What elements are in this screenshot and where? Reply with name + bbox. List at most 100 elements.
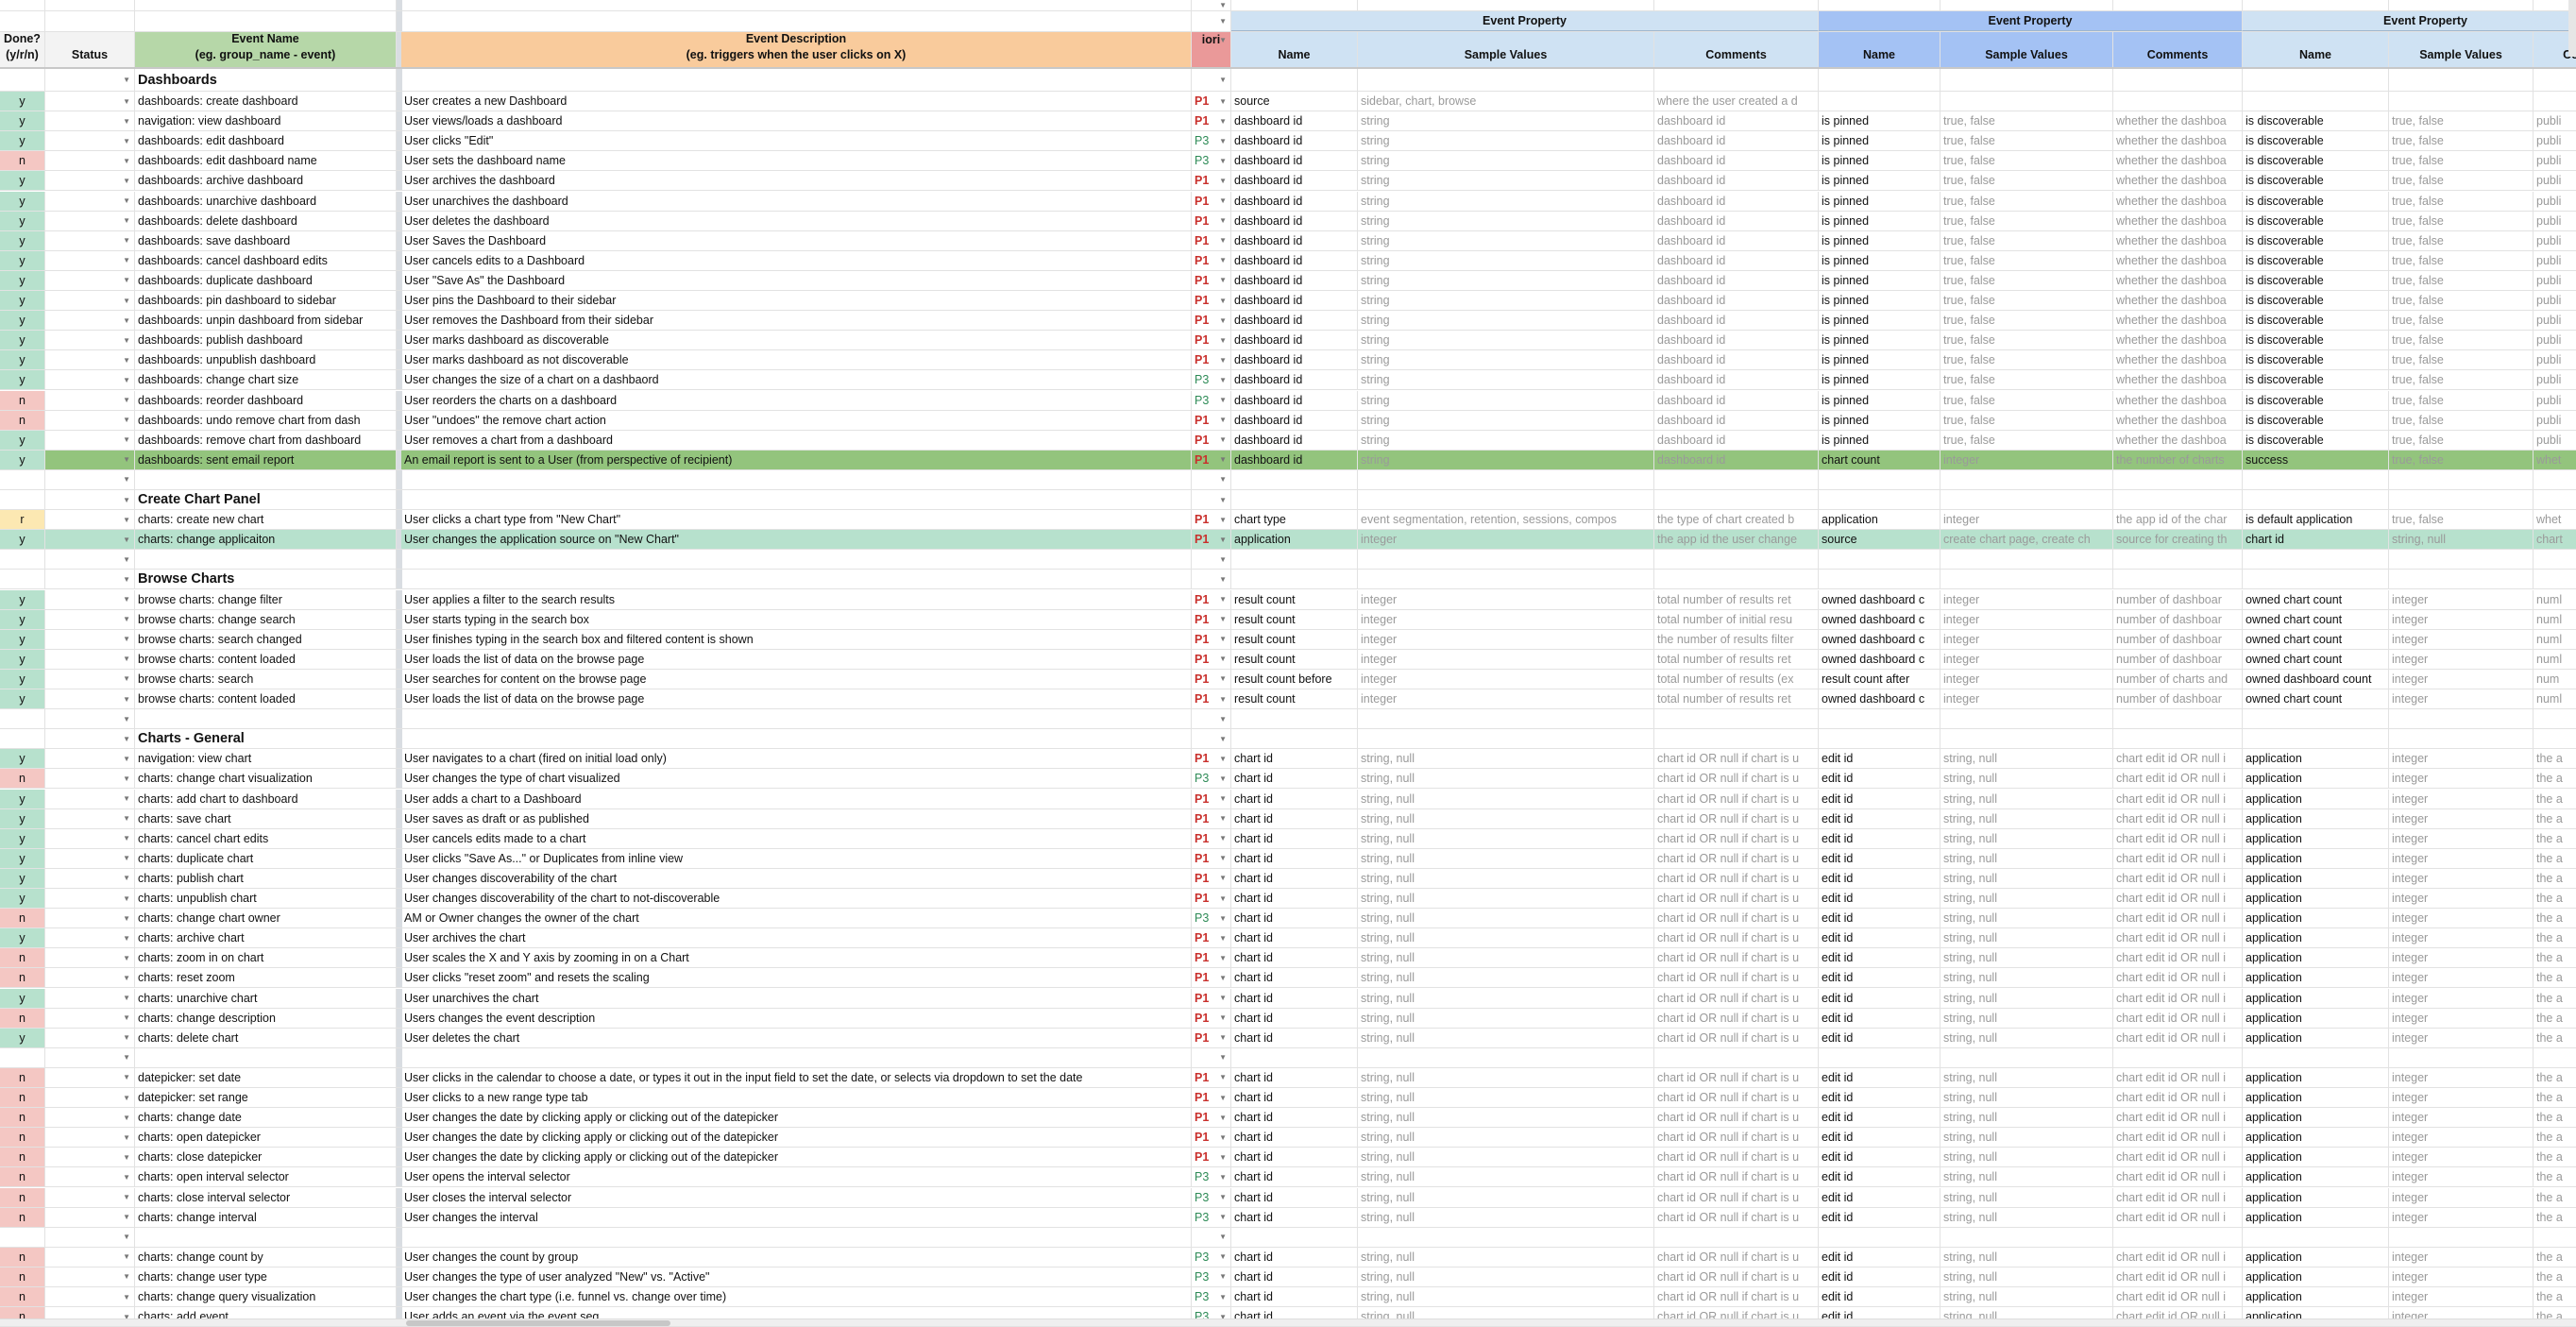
- description-cell[interactable]: User saves as draft or as published: [401, 808, 1192, 828]
- prop2-name-cell[interactable]: [1819, 92, 1940, 111]
- prop1-comment-cell[interactable]: chart id OR null if chart is u: [1654, 988, 1819, 1008]
- description-cell[interactable]: User changes discoverability of the char…: [401, 868, 1192, 888]
- scrollbar-thumb[interactable]: [406, 1320, 670, 1326]
- prop1-name-cell[interactable]: chart id: [1231, 1028, 1358, 1047]
- prop3-sample-cell[interactable]: integer: [2389, 1128, 2534, 1148]
- dropdown-arrow-icon[interactable]: ▼: [1219, 236, 1227, 246]
- event-name-cell[interactable]: charts: reset zoom: [135, 968, 397, 988]
- prop2-name-cell[interactable]: is pinned: [1819, 171, 1940, 191]
- priority-cell[interactable]: ▼ P1: [1192, 530, 1231, 550]
- prop1-comment-cell[interactable]: where the user created a d: [1654, 92, 1819, 111]
- cell[interactable]: [401, 11, 1192, 31]
- dropdown-arrow-icon[interactable]: ▼: [1219, 1, 1227, 9]
- prop2-sample-cell[interactable]: integer: [1940, 609, 2113, 629]
- prop2-name-cell[interactable]: [1819, 490, 1940, 510]
- dropdown-arrow-icon[interactable]: ▼: [123, 1312, 130, 1321]
- dropdown-arrow-icon[interactable]: ▼: [1219, 396, 1227, 405]
- dropdown-arrow-icon[interactable]: ▼: [1219, 116, 1227, 126]
- prop1-comment-cell[interactable]: [1654, 1047, 1819, 1067]
- prop2-name-cell[interactable]: edit id: [1819, 1207, 1940, 1227]
- dropdown-arrow-icon[interactable]: ▼: [1219, 36, 1227, 44]
- prop2-name-cell[interactable]: is pinned: [1819, 370, 1940, 390]
- prop3-sample-cell[interactable]: integer: [2389, 1028, 2534, 1047]
- dropdown-arrow-icon[interactable]: ▼: [123, 196, 130, 206]
- prop1-name-cell[interactable]: result count: [1231, 689, 1358, 709]
- status-cell[interactable]: ▼: [45, 1247, 135, 1267]
- prop2-sample-cell[interactable]: true, false: [1940, 410, 2113, 430]
- prop2-sample-cell[interactable]: integer: [1940, 510, 2113, 530]
- dropdown-arrow-icon[interactable]: ▼: [123, 256, 130, 265]
- description-cell[interactable]: User navigates to a chart (fired on init…: [401, 749, 1192, 769]
- prop1-comment-cell[interactable]: dashboard id: [1654, 390, 1819, 410]
- prop1-name-cell[interactable]: chart id: [1231, 1267, 1358, 1286]
- dropdown-arrow-icon[interactable]: ▼: [123, 515, 130, 524]
- priority-cell[interactable]: ▼ P1: [1192, 430, 1231, 450]
- prop1-sample-cell[interactable]: string, null: [1358, 889, 1654, 909]
- prop2-comment-cell[interactable]: number of dashboar: [2113, 649, 2243, 669]
- prop2-comment-cell[interactable]: whether the dashboa: [2113, 191, 2243, 211]
- description-cell[interactable]: [401, 550, 1192, 570]
- dropdown-arrow-icon[interactable]: ▼: [123, 994, 130, 1003]
- prop3-sample-cell[interactable]: integer: [2389, 1108, 2534, 1128]
- prop2-name-cell[interactable]: is pinned: [1819, 410, 1940, 430]
- dropdown-arrow-icon[interactable]: ▼: [1219, 335, 1227, 345]
- event-name-cell[interactable]: dashboards: unarchive dashboard: [135, 191, 397, 211]
- done-cell[interactable]: y: [0, 669, 45, 689]
- prop1-comment-cell[interactable]: [1654, 469, 1819, 489]
- prop1-sample-cell[interactable]: [1358, 490, 1654, 510]
- dropdown-arrow-icon[interactable]: ▼: [1219, 655, 1227, 664]
- prop3-sample-cell[interactable]: true, false: [2389, 270, 2534, 290]
- description-cell[interactable]: User opens the interval selector: [401, 1167, 1192, 1187]
- prop1-comment-cell[interactable]: chart id OR null if chart is u: [1654, 848, 1819, 868]
- prop3-comment-cell[interactable]: numl: [2534, 689, 2576, 708]
- done-cell[interactable]: y: [0, 988, 45, 1008]
- description-cell[interactable]: [401, 69, 1192, 91]
- prop1-sample-cell[interactable]: [1358, 729, 1654, 749]
- dropdown-arrow-icon[interactable]: ▼: [1219, 973, 1227, 982]
- status-cell[interactable]: ▼: [45, 1187, 135, 1207]
- prop1-comment-cell[interactable]: chart id OR null if chart is u: [1654, 789, 1819, 808]
- prop1-name-cell[interactable]: dashboard id: [1231, 311, 1358, 331]
- status-cell[interactable]: ▼: [45, 211, 135, 230]
- status-cell[interactable]: ▼: [45, 331, 135, 350]
- done-cell[interactable]: y: [0, 530, 45, 550]
- description-cell[interactable]: [401, 709, 1192, 729]
- prop2-sample-cell[interactable]: true, false: [1940, 331, 2113, 350]
- prop2-name-cell[interactable]: [1819, 709, 1940, 729]
- prop3-sample-cell[interactable]: integer: [2389, 1287, 2534, 1307]
- dropdown-arrow-icon[interactable]: ▼: [123, 1152, 130, 1162]
- prop3-comment-cell[interactable]: [2534, 470, 2576, 489]
- prop2-sample-cell[interactable]: true, false: [1940, 430, 2113, 450]
- prop2-name-cell[interactable]: is pinned: [1819, 350, 1940, 370]
- prop3-comment-cell[interactable]: whet: [2534, 510, 2576, 529]
- priority-cell[interactable]: ▼: [1192, 490, 1231, 510]
- dropdown-arrow-icon[interactable]: ▼: [123, 794, 130, 804]
- priority-cell[interactable]: ▼: [1192, 1047, 1231, 1067]
- dropdown-arrow-icon[interactable]: ▼: [123, 176, 130, 185]
- status-cell[interactable]: ▼: [45, 151, 135, 171]
- description-cell[interactable]: [401, 469, 1192, 489]
- event-name-cell[interactable]: charts: cancel chart edits: [135, 828, 397, 848]
- prop3-sample-cell[interactable]: integer: [2389, 889, 2534, 909]
- description-cell[interactable]: User clicks "Edit": [401, 131, 1192, 151]
- prop1-name-cell[interactable]: dashboard id: [1231, 450, 1358, 469]
- prop1-name-cell[interactable]: chart id: [1231, 769, 1358, 789]
- prop3-name-cell[interactable]: is discoverable: [2243, 111, 2389, 131]
- prop1-sample-cell[interactable]: string, null: [1358, 1008, 1654, 1028]
- prop2-name-cell[interactable]: is pinned: [1819, 331, 1940, 350]
- done-cell[interactable]: y: [0, 629, 45, 649]
- prop2-sample-cell[interactable]: integer: [1940, 689, 2113, 709]
- prop3-comment-cell[interactable]: publi: [2534, 311, 2576, 330]
- prop3-name-cell[interactable]: application: [2243, 909, 2389, 928]
- dropdown-arrow-icon[interactable]: ▼: [123, 893, 130, 903]
- priority-cell[interactable]: ▼ P1: [1192, 171, 1231, 191]
- description-cell[interactable]: User changes the count by group: [401, 1247, 1192, 1267]
- prop1-name-cell[interactable]: chart id: [1231, 828, 1358, 848]
- prop2-comment-cell[interactable]: whether the dashboa: [2113, 171, 2243, 191]
- prop3-comment-cell[interactable]: publi: [2534, 212, 2576, 230]
- dropdown-arrow-icon[interactable]: ▼: [1219, 156, 1227, 165]
- event-name-cell[interactable]: dashboards: pin dashboard to sidebar: [135, 291, 397, 311]
- prop2-sample-cell[interactable]: string, null: [1940, 868, 2113, 888]
- prop2-comment-cell[interactable]: chart edit id OR null i: [2113, 808, 2243, 828]
- status-cell[interactable]: ▼: [45, 250, 135, 270]
